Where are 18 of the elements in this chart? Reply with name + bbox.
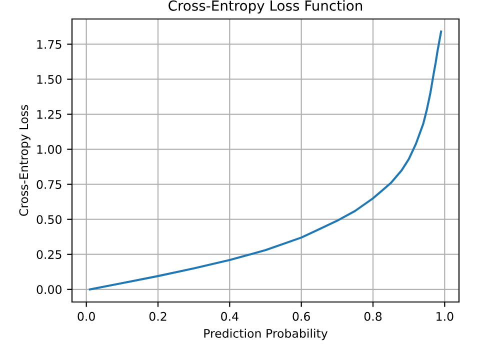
y-tick-label: 0.75 [36,180,62,189]
x-tick-label: 1.0 [436,312,454,321]
x-tick-label: 0.6 [292,312,310,321]
y-tick-label: 1.75 [37,40,62,49]
x-tick-label: 0.4 [221,312,238,321]
y-tick-label: 1.25 [37,110,62,119]
y-tick-label: 0.25 [36,250,62,260]
x-tick-label: 0.8 [364,312,382,321]
y-tick-label: 0.00 [36,285,62,294]
x-axis-title: Prediction Probability [204,328,328,340]
x-tick-label: 0.2 [149,312,166,321]
line-series [88,30,442,290]
y-tick-label: 1.00 [37,145,62,154]
chart-title: Cross-Entropy Loss Function [168,0,362,14]
y-axis-title: Cross-Entropy Loss [19,105,30,216]
y-tick-label: 0.50 [36,215,62,224]
x-tick-label: 0.0 [78,312,95,321]
y-tick-label: 1.50 [37,74,62,84]
